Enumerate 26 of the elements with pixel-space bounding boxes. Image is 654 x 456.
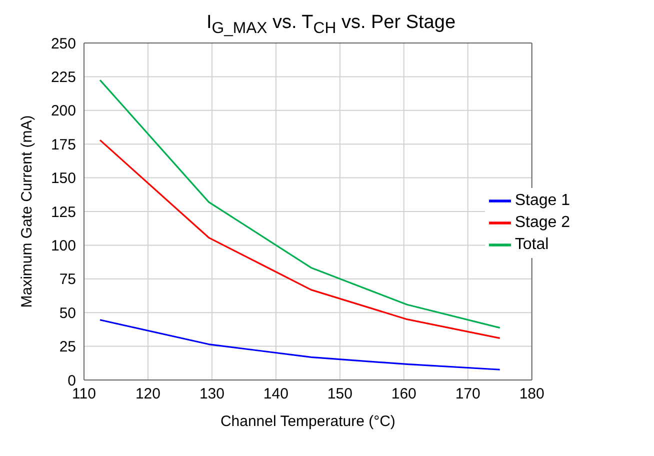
y-tick-label: 50 [59,304,76,322]
legend-label: Stage 1 [514,192,570,210]
x-tick-label: 150 [327,386,352,403]
y-tick-label: 200 [50,102,76,120]
x-axis-title: Channel Temperature (°C) [220,413,396,430]
y-tick-label: 100 [50,238,76,255]
y-tick-label: 75 [59,271,76,288]
line-series [99,319,501,370]
x-tick-label: 120 [135,386,160,403]
chart-title: I$_{G_MAX}$ vs. T$_{CH}$ vs. Per Stage [206,12,456,37]
x-tick-label: 140 [263,386,288,403]
legend-label: Stage 2 [514,214,570,232]
y-tick-label: 175 [50,136,76,154]
y-axis-title: Maximum Gate Current (mA) [18,115,36,308]
line-series [99,79,501,329]
y-tick-label: 25 [59,338,76,356]
x-tick-label: 180 [519,386,544,403]
line-series [99,139,501,340]
y-tick-label: 250 [50,35,76,52]
legend-label: Total [514,236,549,254]
x-tick-label: 160 [391,386,416,403]
x-tick-label: 170 [455,386,480,403]
y-tick-label: 150 [50,170,76,188]
y-tick-label: 225 [50,69,76,86]
x-tick-label: 130 [199,386,224,403]
y-tick-label: 125 [50,204,76,221]
